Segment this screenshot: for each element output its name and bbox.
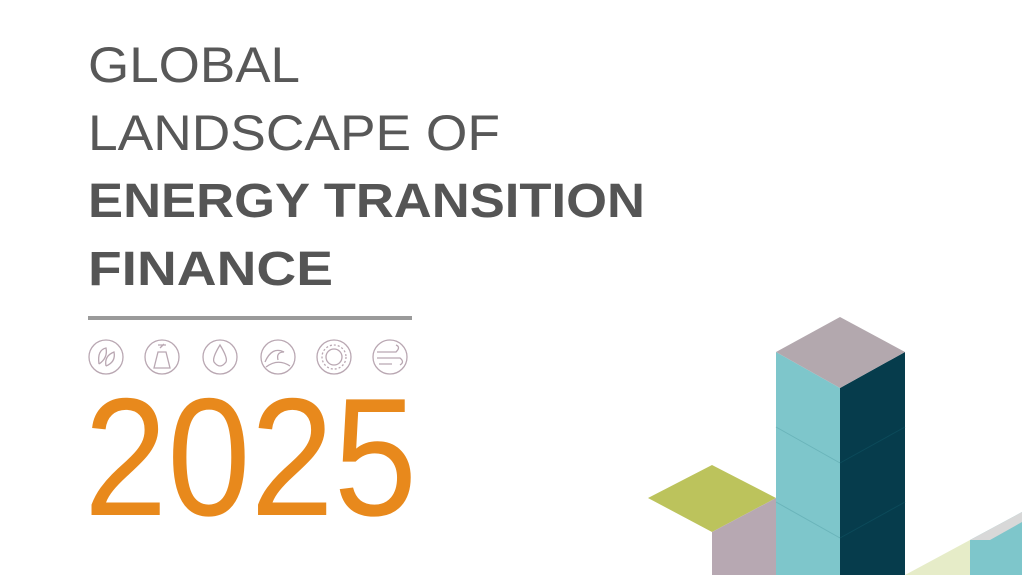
icon-plant <box>144 339 180 375</box>
icon-sun <box>316 339 352 375</box>
icon-wave <box>260 339 296 375</box>
title-line: LANDSCAPE OF <box>88 105 500 161</box>
year: 2025 <box>84 363 417 551</box>
icon-wind <box>372 339 408 375</box>
icon-row <box>88 339 408 375</box>
title-line: ENERGY TRANSITION <box>88 175 645 228</box>
title-line: GLOBAL <box>88 37 300 93</box>
title-line: FINANCE <box>88 243 333 296</box>
divider <box>88 316 412 320</box>
cube-graphic <box>648 317 1022 575</box>
icon-drop <box>202 339 238 375</box>
icon-leaf <box>88 339 124 375</box>
